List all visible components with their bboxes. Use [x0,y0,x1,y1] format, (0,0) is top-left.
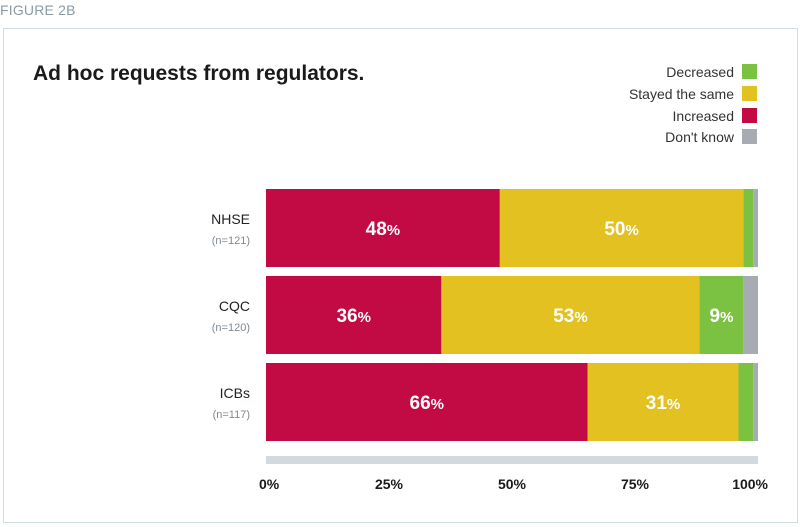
legend-label-don-t-know: Don't know [665,129,735,145]
data-label-icbs-increased: 66% [410,393,444,414]
legend-swatch-decreased [742,64,757,79]
bar-icbs-decreased [738,363,754,441]
data-label-icbs-stayed-the-same: 31% [646,393,680,414]
data-label-cqc-decreased: 9% [710,306,734,327]
data-label-cqc-increased: 36% [336,306,370,327]
legend-swatch-stayed-the-same [742,86,757,101]
figure-frame [3,28,798,523]
legend-swatch-increased [742,108,757,123]
bar-nhse-don-t-know [753,189,758,267]
sample-size-label-icbs: (n=117) [213,409,250,421]
bar-cqc-stayed-the-same [441,276,700,354]
data-label-nhse-stayed-the-same: 50% [604,219,638,240]
sample-size-label-cqc: (n=120) [212,322,250,334]
chart-title: Ad hoc requests from regulators. [33,62,365,85]
x-tick-label-75pct: 75% [621,476,650,492]
x-tick-label-25pct: 25% [375,476,404,492]
data-label-cqc-stayed-the-same: 53% [553,306,587,327]
x-tick-label-50pct: 50% [498,476,527,492]
bar-cqc-decreased [699,276,744,354]
figure-label: FIGURE 2B [0,2,76,18]
bar-nhse-increased [266,189,500,267]
bar-icbs-stayed-the-same [587,363,739,441]
category-label-nhse: NHSE [211,211,250,227]
x-tick-label-0pct: 0% [259,476,280,492]
bar-icbs-increased [266,363,588,441]
legend-label-decreased: Decreased [666,64,734,80]
data-label-nhse-increased: 48% [366,219,400,240]
bar-nhse-stayed-the-same [499,189,744,267]
category-label-icbs: ICBs [220,385,250,401]
category-label-cqc: CQC [219,298,250,314]
legend-swatch-don-t-know [742,129,757,144]
bar-cqc-increased [266,276,442,354]
sample-size-label-nhse: (n=121) [212,235,250,247]
x-axis-strip [266,456,758,464]
legend-label-increased: Increased [673,108,734,124]
bar-icbs-don-t-know [753,363,758,441]
x-tick-label-100pct: 100% [732,476,768,492]
legend-label-stayed-the-same: Stayed the same [629,86,734,102]
bar-nhse-decreased [743,189,754,267]
bar-cqc-don-t-know [743,276,758,354]
